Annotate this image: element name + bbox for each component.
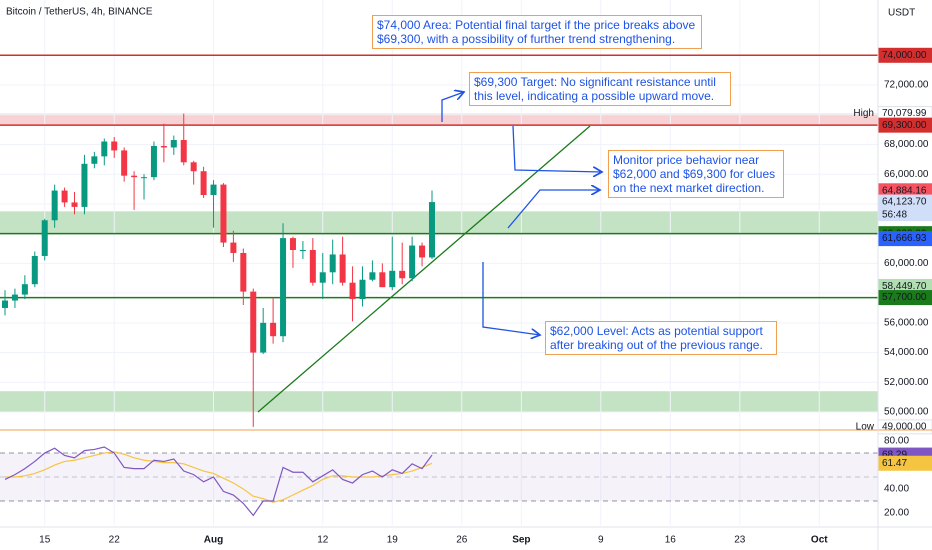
high-label: High	[853, 108, 874, 119]
y-tick-label: 68,000.00	[884, 139, 929, 150]
y-tick-label: 54,000.00	[884, 347, 929, 358]
trend-line	[257, 125, 591, 413]
candle-body	[81, 163, 88, 207]
x-tick-label: 9	[598, 535, 604, 546]
candle-body	[379, 272, 386, 288]
annotation: $69,300 Target: No significant resistanc…	[469, 72, 731, 106]
x-tick-label: 16	[665, 535, 677, 546]
candle-body	[2, 300, 8, 308]
candle-body	[389, 270, 396, 288]
price-tag-label: 68.29	[882, 450, 907, 461]
x-tick-label: Aug	[204, 535, 223, 546]
candle-body	[160, 145, 167, 148]
y-tick-label: 72,000.00	[884, 80, 929, 91]
candle-body	[11, 294, 18, 301]
y-tick-label: 66,000.00	[884, 169, 929, 180]
annotation: $62,000 Level: Acts as potential support…	[545, 321, 777, 355]
candle-body	[270, 322, 277, 337]
price-tag-label: 69,300.00	[882, 120, 927, 131]
candle-body	[101, 141, 108, 157]
y-tick-label: 60,000.00	[884, 258, 929, 269]
currency: USDT	[888, 8, 915, 19]
candle-body	[141, 177, 148, 179]
candle-body	[250, 291, 257, 353]
y-tick-label: 52,000.00	[884, 377, 929, 388]
candle-body	[428, 202, 435, 258]
candle-body	[409, 245, 416, 279]
candle-body	[41, 220, 48, 256]
candle-body	[220, 184, 227, 243]
candle-body	[299, 250, 306, 252]
price-tag-label: 64,123.70	[882, 197, 927, 208]
candle-body	[319, 272, 326, 283]
candle-body	[359, 279, 366, 300]
countdown: 56:48	[882, 210, 907, 221]
candle-body	[210, 184, 217, 196]
price-tag-label: 74,000.00	[882, 50, 927, 61]
candle-body	[150, 145, 157, 178]
candle-body	[369, 272, 376, 280]
x-tick-label: Oct	[811, 535, 828, 546]
y-tick-label: 56,000.00	[884, 317, 929, 328]
price-tag-label: 61.47	[882, 458, 907, 469]
candle-body	[339, 254, 346, 283]
price-tag-label: 58,449.70	[882, 281, 927, 292]
candle-body	[349, 282, 356, 300]
candle-body	[399, 270, 406, 279]
candle-body	[131, 175, 138, 178]
rsi-tick-label: 20.00	[884, 508, 909, 519]
zone	[0, 113, 878, 126]
symbol-title: Bitcoin / TetherUS, 4h, BINANCE	[6, 7, 153, 18]
candle-body	[71, 202, 78, 207]
x-tick-label: 19	[387, 535, 399, 546]
price-tag-label: 70,079.99	[882, 108, 927, 119]
rsi-band	[0, 453, 878, 502]
x-tick-label: 15	[39, 535, 51, 546]
arrows	[441, 92, 602, 335]
candle-body	[200, 171, 207, 196]
candle-body	[111, 141, 118, 151]
rsi-ma-line	[5, 451, 433, 503]
candle-body	[309, 250, 316, 283]
candle-body	[260, 322, 267, 353]
candle-body	[329, 254, 336, 273]
candle-body	[51, 190, 58, 221]
x-tick-label: 26	[456, 535, 468, 546]
candle-body	[280, 238, 287, 337]
price-tag-label: 61,666.93	[882, 233, 927, 244]
candle-body	[240, 252, 247, 292]
price-tag-label: 64,884.16	[882, 185, 927, 196]
candle-body	[190, 162, 197, 172]
low-label: Low	[856, 422, 875, 433]
rsi-tick-label: 40.00	[884, 484, 909, 495]
candle-body	[170, 140, 177, 148]
candle-body	[230, 242, 237, 253]
x-tick-label: 22	[109, 535, 121, 546]
candle-body	[61, 190, 68, 203]
candle-body	[91, 156, 98, 164]
candle-body	[180, 140, 187, 163]
candle-body	[31, 255, 38, 285]
candle-body	[419, 245, 426, 258]
y-tick-label: 50,000.00	[884, 407, 929, 418]
candle-body	[21, 284, 28, 295]
rsi-line	[4, 446, 433, 517]
countdown-bg	[878, 209, 932, 222]
annotation: Monitor price behavior near $62,000 and …	[608, 150, 784, 198]
x-tick-label: 23	[734, 535, 746, 546]
annotation: $74,000 Area: Potential final target if …	[372, 15, 702, 49]
rsi-tick-label: 80.00	[884, 436, 909, 447]
zone	[0, 391, 878, 413]
candle-body	[121, 150, 128, 176]
zone	[0, 211, 878, 234]
x-tick-label: Sep	[512, 535, 530, 546]
price-tag-label: 49,000.00	[882, 422, 927, 433]
price-tag-label: 57,700.00	[882, 292, 927, 303]
x-tick-label: 12	[317, 535, 329, 546]
candle-body	[289, 238, 296, 251]
